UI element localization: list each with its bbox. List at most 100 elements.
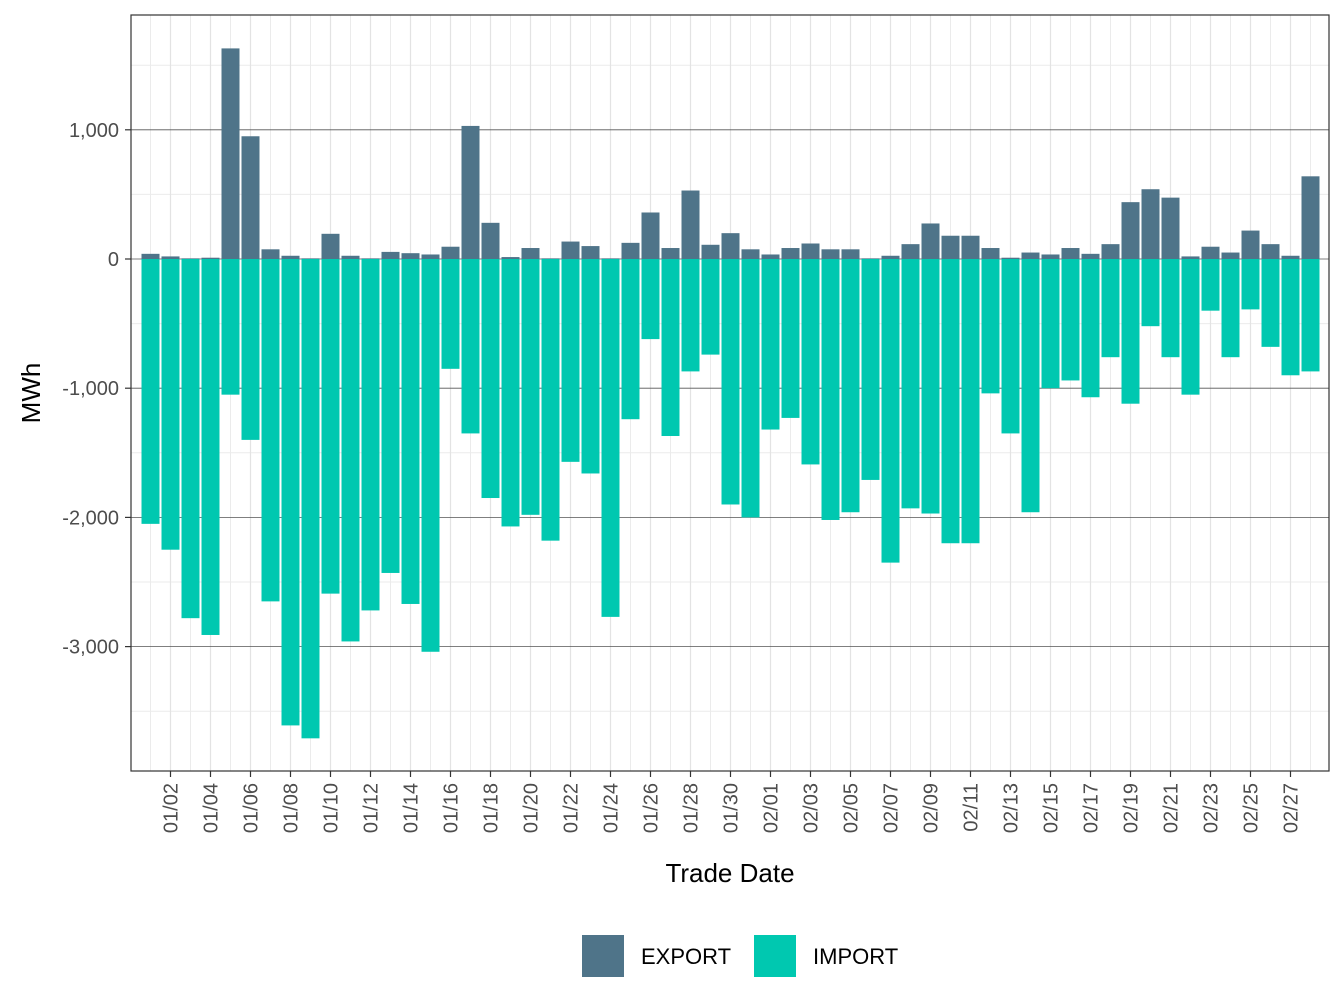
import-bar-02-15: [1041, 259, 1060, 389]
export-bar-01-08: [281, 255, 300, 259]
x-tick-label: 01/22: [561, 783, 583, 833]
bars-group: [141, 48, 1320, 739]
export-bar-01-24: [601, 258, 620, 259]
import-bar-01-24: [601, 259, 620, 617]
import-bar-02-19: [1121, 259, 1140, 404]
export-bar-01-14: [401, 253, 420, 259]
import-bar-02-18: [1101, 259, 1120, 358]
import-bar-01-30: [721, 259, 740, 505]
import-bar-02-01: [761, 259, 780, 430]
export-bar-02-17: [1081, 253, 1100, 259]
export-bar-01-25: [621, 242, 640, 259]
export-bar-02-25: [1241, 230, 1260, 259]
export-bar-02-10: [941, 235, 960, 259]
import-bar-01-08: [281, 259, 300, 726]
y-tick-label: -3,000: [62, 637, 119, 659]
export-bar-02-04: [821, 249, 840, 259]
x-tick-label: 01/10: [321, 783, 343, 833]
x-tick-label: 01/08: [281, 783, 303, 833]
import-bar-01-26: [641, 259, 660, 340]
import-bar-01-05: [221, 259, 240, 395]
import-bar-01-13: [381, 259, 400, 573]
x-tick-label: 01/02: [161, 783, 183, 833]
export-bar-01-26: [641, 212, 660, 259]
legend-swatch-import: [754, 935, 796, 977]
x-tick-label: 01/26: [641, 783, 663, 833]
legend-label-import: IMPORT: [813, 944, 898, 969]
import-bar-01-25: [621, 259, 640, 420]
export-bar-02-03: [801, 243, 820, 259]
y-tick-label: 1,000: [69, 120, 119, 142]
import-bar-01-03: [181, 259, 200, 619]
import-bar-02-06: [861, 259, 880, 480]
import-bar-02-11: [961, 259, 980, 544]
import-bar-02-08: [901, 259, 920, 509]
export-bar-02-01: [761, 254, 780, 259]
import-bar-01-23: [581, 259, 600, 474]
x-tick-label: 02/11: [961, 783, 983, 832]
export-bar-02-05: [841, 249, 860, 259]
export-bar-01-19: [501, 257, 520, 259]
import-bar-01-01: [141, 259, 160, 524]
import-bar-02-07: [881, 259, 900, 563]
export-bar-01-22: [561, 241, 580, 259]
x-tick-label: 02/01: [761, 783, 783, 833]
export-bar-01-11: [341, 255, 360, 259]
export-bar-01-18: [481, 222, 500, 259]
import-bar-02-17: [1081, 259, 1100, 398]
import-bar-01-18: [481, 259, 500, 499]
y-tick-label: -2,000: [62, 507, 119, 529]
import-bar-02-21: [1161, 259, 1180, 358]
import-bar-01-02: [161, 259, 180, 550]
export-bar-02-23: [1201, 246, 1220, 259]
export-bar-01-10: [321, 233, 340, 259]
export-bar-01-03: [181, 258, 200, 259]
x-tick-label: 01/04: [201, 783, 223, 833]
x-tick-label: 01/28: [681, 783, 703, 833]
import-bar-01-29: [701, 259, 720, 355]
export-bar-02-09: [921, 223, 940, 259]
import-bar-01-09: [301, 259, 320, 739]
export-bar-01-16: [441, 246, 460, 259]
import-bar-02-03: [801, 259, 820, 465]
export-bar-02-16: [1061, 248, 1080, 259]
x-tick-label: 02/09: [921, 783, 943, 833]
import-bar-02-25: [1241, 259, 1260, 310]
x-tick-label: 01/06: [241, 783, 263, 833]
export-bar-01-01: [141, 253, 160, 259]
import-bar-02-12: [981, 259, 1000, 394]
import-bar-01-11: [341, 259, 360, 642]
legend: EXPORT IMPORT: [582, 935, 898, 977]
import-bar-02-09: [921, 259, 940, 514]
import-bar-01-10: [321, 259, 340, 594]
export-bar-01-15: [421, 254, 440, 259]
export-bar-01-06: [241, 136, 260, 259]
export-bar-02-18: [1101, 244, 1120, 259]
import-bar-02-23: [1201, 259, 1220, 311]
x-axis-title: Trade Date: [665, 858, 794, 888]
import-bar-02-27: [1281, 259, 1300, 376]
import-bar-01-14: [401, 259, 420, 604]
x-tick-label: 02/17: [1081, 783, 1103, 833]
import-bar-02-02: [781, 259, 800, 418]
x-tick-label: 01/20: [521, 783, 543, 833]
import-bar-02-16: [1061, 259, 1080, 381]
export-bar-02-15: [1041, 254, 1060, 259]
export-bar-02-26: [1261, 244, 1280, 259]
import-bar-01-07: [261, 259, 280, 602]
import-bar-01-21: [541, 259, 560, 541]
x-tick-label: 01/24: [601, 783, 623, 833]
import-bar-01-31: [741, 259, 760, 518]
import-bar-01-06: [241, 259, 260, 440]
export-bar-02-11: [961, 235, 980, 259]
export-bar-02-08: [901, 244, 920, 259]
import-bar-02-20: [1141, 259, 1160, 327]
export-bar-02-19: [1121, 202, 1140, 259]
import-bar-01-17: [461, 259, 480, 434]
import-bar-01-22: [561, 259, 580, 462]
export-bar-02-14: [1021, 252, 1040, 259]
export-bar-02-13: [1001, 257, 1020, 259]
export-bar-01-02: [161, 256, 180, 259]
x-tick-label: 02/13: [1001, 783, 1023, 833]
x-tick-label: 02/19: [1121, 783, 1143, 833]
